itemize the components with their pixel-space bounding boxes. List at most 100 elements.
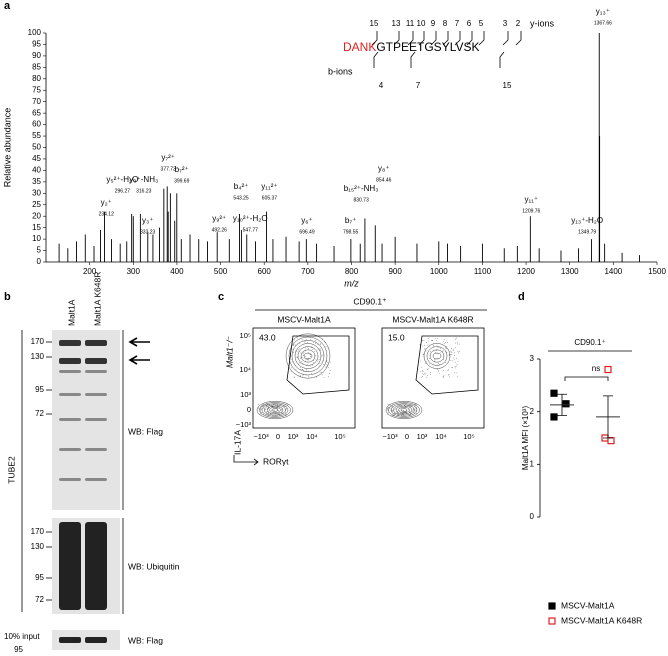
decoration xyxy=(425,372,427,374)
decoration xyxy=(426,346,448,366)
y-ion-number: 13 xyxy=(392,19,401,28)
decoration xyxy=(456,372,458,374)
decoration xyxy=(85,418,107,421)
y-tick-label: 0 xyxy=(247,405,251,414)
decoration xyxy=(427,368,429,370)
decoration xyxy=(308,375,310,377)
decoration xyxy=(446,345,448,347)
decoration xyxy=(313,342,314,344)
y-ion-number: 7 xyxy=(455,19,460,28)
decoration xyxy=(328,366,330,368)
decoration xyxy=(85,358,107,364)
decoration xyxy=(306,338,308,340)
decoration xyxy=(416,413,418,415)
y-ion-number: 8 xyxy=(443,19,448,28)
decoration xyxy=(303,341,305,343)
decoration xyxy=(310,338,312,340)
ion-label: y₅²⁺-H₂O xyxy=(106,175,138,184)
decoration xyxy=(451,348,453,350)
decoration xyxy=(321,374,323,376)
decoration xyxy=(437,338,439,339)
y-tick-label: 0 xyxy=(530,512,535,521)
decoration xyxy=(422,354,424,356)
decoration xyxy=(401,414,403,415)
mw-marker: 95 xyxy=(14,645,23,654)
decoration xyxy=(315,340,317,341)
decoration xyxy=(415,335,479,395)
decoration xyxy=(265,411,267,413)
decoration xyxy=(302,375,304,377)
decoration xyxy=(435,352,436,353)
panel-label: b xyxy=(4,291,11,303)
decoration xyxy=(443,341,444,343)
y-tick-label: 35 xyxy=(32,177,41,186)
decoration xyxy=(128,355,150,365)
decoration xyxy=(296,350,298,352)
mw-marker: 130 xyxy=(31,352,45,361)
decoration xyxy=(448,354,450,356)
decoration xyxy=(429,372,431,373)
x-tick-label: 0 xyxy=(276,432,280,441)
decoration xyxy=(299,366,301,368)
y-tick-label: 55 xyxy=(32,131,41,140)
decoration xyxy=(323,364,325,366)
decoration xyxy=(424,374,426,376)
decoration xyxy=(394,413,396,415)
decoration xyxy=(296,356,298,358)
legend-marker xyxy=(548,617,556,625)
decoration xyxy=(295,369,297,371)
decoration xyxy=(297,337,298,339)
decoration xyxy=(272,406,274,408)
mw-marker: 95 xyxy=(35,573,44,582)
y-ion-number: 5 xyxy=(479,19,484,28)
decoration xyxy=(436,340,437,342)
y-tick-label: 75 xyxy=(32,85,41,94)
decoration xyxy=(456,357,458,359)
decoration xyxy=(306,363,308,365)
y-ion-number: 10 xyxy=(417,19,426,28)
decoration xyxy=(443,338,445,340)
decoration xyxy=(452,349,454,351)
decoration xyxy=(297,346,319,366)
decoration xyxy=(312,348,313,350)
decoration xyxy=(429,373,431,375)
decoration xyxy=(453,358,455,360)
decoration xyxy=(438,370,439,372)
b-ion-number: 15 xyxy=(503,81,512,90)
y-ion-number: 11 xyxy=(406,19,415,28)
decoration xyxy=(457,352,459,354)
decoration xyxy=(265,408,267,410)
decoration xyxy=(85,478,107,481)
decoration xyxy=(426,377,427,378)
decoration xyxy=(290,355,292,357)
side-label: TUBE2 xyxy=(6,456,16,484)
decoration xyxy=(85,393,107,396)
decoration xyxy=(318,359,320,360)
x-tick-label: 10³ xyxy=(417,432,428,441)
y-tick-label: 10⁴ xyxy=(239,365,251,374)
decoration xyxy=(294,377,295,379)
decoration xyxy=(307,342,309,343)
decoration xyxy=(303,352,313,360)
y-tick-label: 1 xyxy=(530,459,535,468)
y-ion-number: 9 xyxy=(431,19,436,28)
decoration xyxy=(388,403,390,405)
decoration xyxy=(397,406,399,407)
decoration xyxy=(439,364,440,365)
decoration xyxy=(433,345,435,347)
lane-label: Malt1A xyxy=(66,299,76,326)
decoration xyxy=(299,375,301,377)
decoration xyxy=(320,342,322,344)
decoration xyxy=(59,448,81,451)
decoration xyxy=(437,353,439,355)
decoration xyxy=(422,375,424,377)
decoration xyxy=(291,367,292,369)
decoration xyxy=(299,342,300,344)
x-tick-label: −10³ xyxy=(382,432,398,441)
ion-label: b₇⁺ xyxy=(345,216,356,225)
decoration xyxy=(387,408,389,410)
decoration xyxy=(276,415,278,417)
x-tick-label: 0 xyxy=(405,432,409,441)
decoration xyxy=(328,376,329,378)
decoration xyxy=(447,370,449,372)
